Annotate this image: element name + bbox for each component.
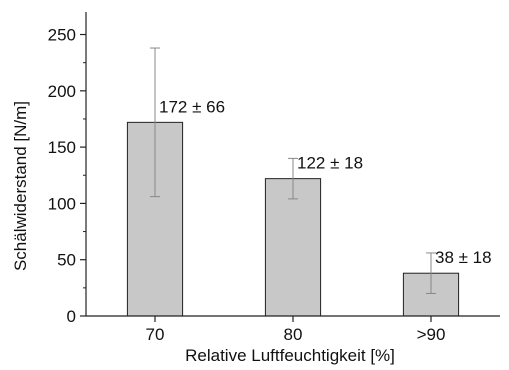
y-tick-label: 100 [48,194,76,213]
data-label: 38 ± 18 [435,248,492,267]
x-axis-title: Relative Luftfeuchtigkeit [%] [185,346,395,365]
y-tick-label: 150 [48,138,76,157]
bars-layer [126,121,460,317]
data-labels: 172 ± 66 122 ± 18 38 ± 18 [159,97,492,267]
error-bar [150,47,160,198]
y-axis-title: Schälwiderstand [N/m] [11,101,30,271]
x-ticks: 70 80 >90 [146,316,446,344]
error-bar [426,252,436,294]
error-bar [288,157,298,200]
data-label: 122 ± 18 [297,154,363,173]
y-ticks: 0 50 100 150 200 250 [48,26,86,326]
data-label: 172 ± 66 [159,97,225,116]
bar [264,178,322,317]
x-tick-label: 80 [284,325,303,344]
x-tick-label: 70 [146,325,165,344]
y-tick-label: 250 [48,26,76,45]
y-tick-label: 50 [57,251,76,270]
y-tick-label: 200 [48,82,76,101]
error-bars-layer [150,47,436,294]
y-tick-label: 0 [67,307,76,326]
x-tick-label: >90 [417,325,446,344]
